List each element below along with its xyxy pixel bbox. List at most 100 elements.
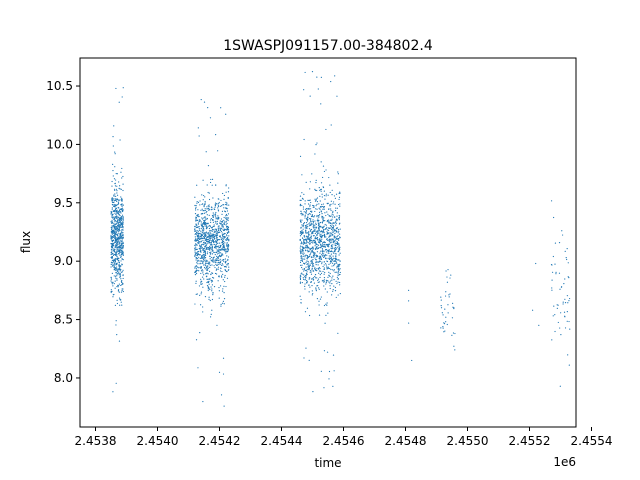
data-point xyxy=(208,298,210,300)
data-point xyxy=(303,252,305,254)
data-point xyxy=(309,237,311,239)
data-point xyxy=(332,201,335,203)
data-point xyxy=(202,249,204,251)
data-point xyxy=(332,228,335,230)
data-point xyxy=(220,230,223,233)
data-point xyxy=(329,267,331,270)
data-point xyxy=(440,305,442,307)
data-point xyxy=(119,188,121,190)
data-point xyxy=(311,220,313,223)
data-point xyxy=(321,253,323,256)
data-point xyxy=(197,240,200,242)
data-point xyxy=(214,266,216,269)
data-point xyxy=(209,266,211,268)
data-point xyxy=(205,273,207,275)
data-point xyxy=(569,297,571,300)
data-point xyxy=(216,255,218,257)
data-point xyxy=(337,238,339,240)
data-point xyxy=(331,223,333,225)
data-point xyxy=(225,203,227,206)
data-point xyxy=(326,238,328,241)
data-point xyxy=(218,201,220,204)
data-point xyxy=(323,207,325,209)
data-point xyxy=(321,217,323,219)
data-point xyxy=(224,280,226,283)
data-point xyxy=(116,254,118,256)
data-point xyxy=(199,257,201,259)
data-point xyxy=(211,253,214,255)
data-point xyxy=(195,339,198,341)
data-point xyxy=(200,280,202,282)
data-point xyxy=(314,232,316,235)
data-point xyxy=(336,266,338,268)
data-point xyxy=(119,230,121,232)
data-point xyxy=(329,275,331,278)
data-point xyxy=(113,264,115,266)
data-point xyxy=(337,281,339,283)
data-point xyxy=(326,232,329,234)
data-point xyxy=(206,253,209,255)
data-point xyxy=(112,232,115,234)
data-point xyxy=(206,222,208,224)
data-point xyxy=(304,245,307,247)
data-point xyxy=(312,263,314,265)
data-point xyxy=(121,235,123,238)
data-point xyxy=(221,240,224,242)
data-point xyxy=(213,237,215,239)
data-point xyxy=(306,227,308,230)
data-point xyxy=(116,185,118,187)
data-point xyxy=(206,278,208,280)
data-point xyxy=(329,257,331,260)
data-point xyxy=(208,240,210,243)
data-point xyxy=(224,274,226,277)
data-point xyxy=(221,253,223,255)
data-point xyxy=(324,254,326,257)
data-point xyxy=(211,260,213,262)
data-point xyxy=(205,222,207,224)
data-point xyxy=(200,272,202,275)
data-point xyxy=(225,191,227,193)
data-point xyxy=(335,253,337,255)
data-point xyxy=(564,298,566,300)
data-point xyxy=(221,235,224,237)
data-point xyxy=(308,225,311,227)
data-point xyxy=(214,220,216,222)
data-point xyxy=(119,235,121,237)
data-point xyxy=(326,351,329,353)
data-point xyxy=(121,214,124,216)
data-point xyxy=(307,256,309,259)
data-point xyxy=(334,290,337,292)
data-point xyxy=(219,238,221,241)
data-point xyxy=(194,266,196,268)
data-point xyxy=(334,259,336,262)
data-point xyxy=(218,290,220,292)
data-point xyxy=(121,252,123,254)
data-point xyxy=(204,250,206,253)
data-point xyxy=(210,241,212,244)
data-point xyxy=(228,245,230,247)
data-point xyxy=(222,229,225,232)
data-point xyxy=(222,226,225,228)
data-point xyxy=(304,283,306,285)
data-point xyxy=(312,239,315,241)
data-point xyxy=(112,254,115,256)
data-point xyxy=(318,211,321,213)
data-point xyxy=(314,153,316,155)
data-point xyxy=(116,219,119,222)
data-point xyxy=(209,219,212,221)
data-point xyxy=(332,289,334,291)
data-point xyxy=(315,181,317,184)
data-point xyxy=(115,205,117,207)
data-point xyxy=(213,224,215,226)
data-point xyxy=(115,269,117,272)
data-point xyxy=(303,267,306,270)
data-point xyxy=(122,204,124,206)
data-point xyxy=(208,192,210,194)
data-point xyxy=(309,204,311,206)
data-point xyxy=(117,236,119,238)
data-point xyxy=(226,204,228,206)
data-point xyxy=(112,169,114,172)
data-point xyxy=(336,241,339,244)
data-point xyxy=(209,255,211,257)
data-point xyxy=(329,282,331,284)
